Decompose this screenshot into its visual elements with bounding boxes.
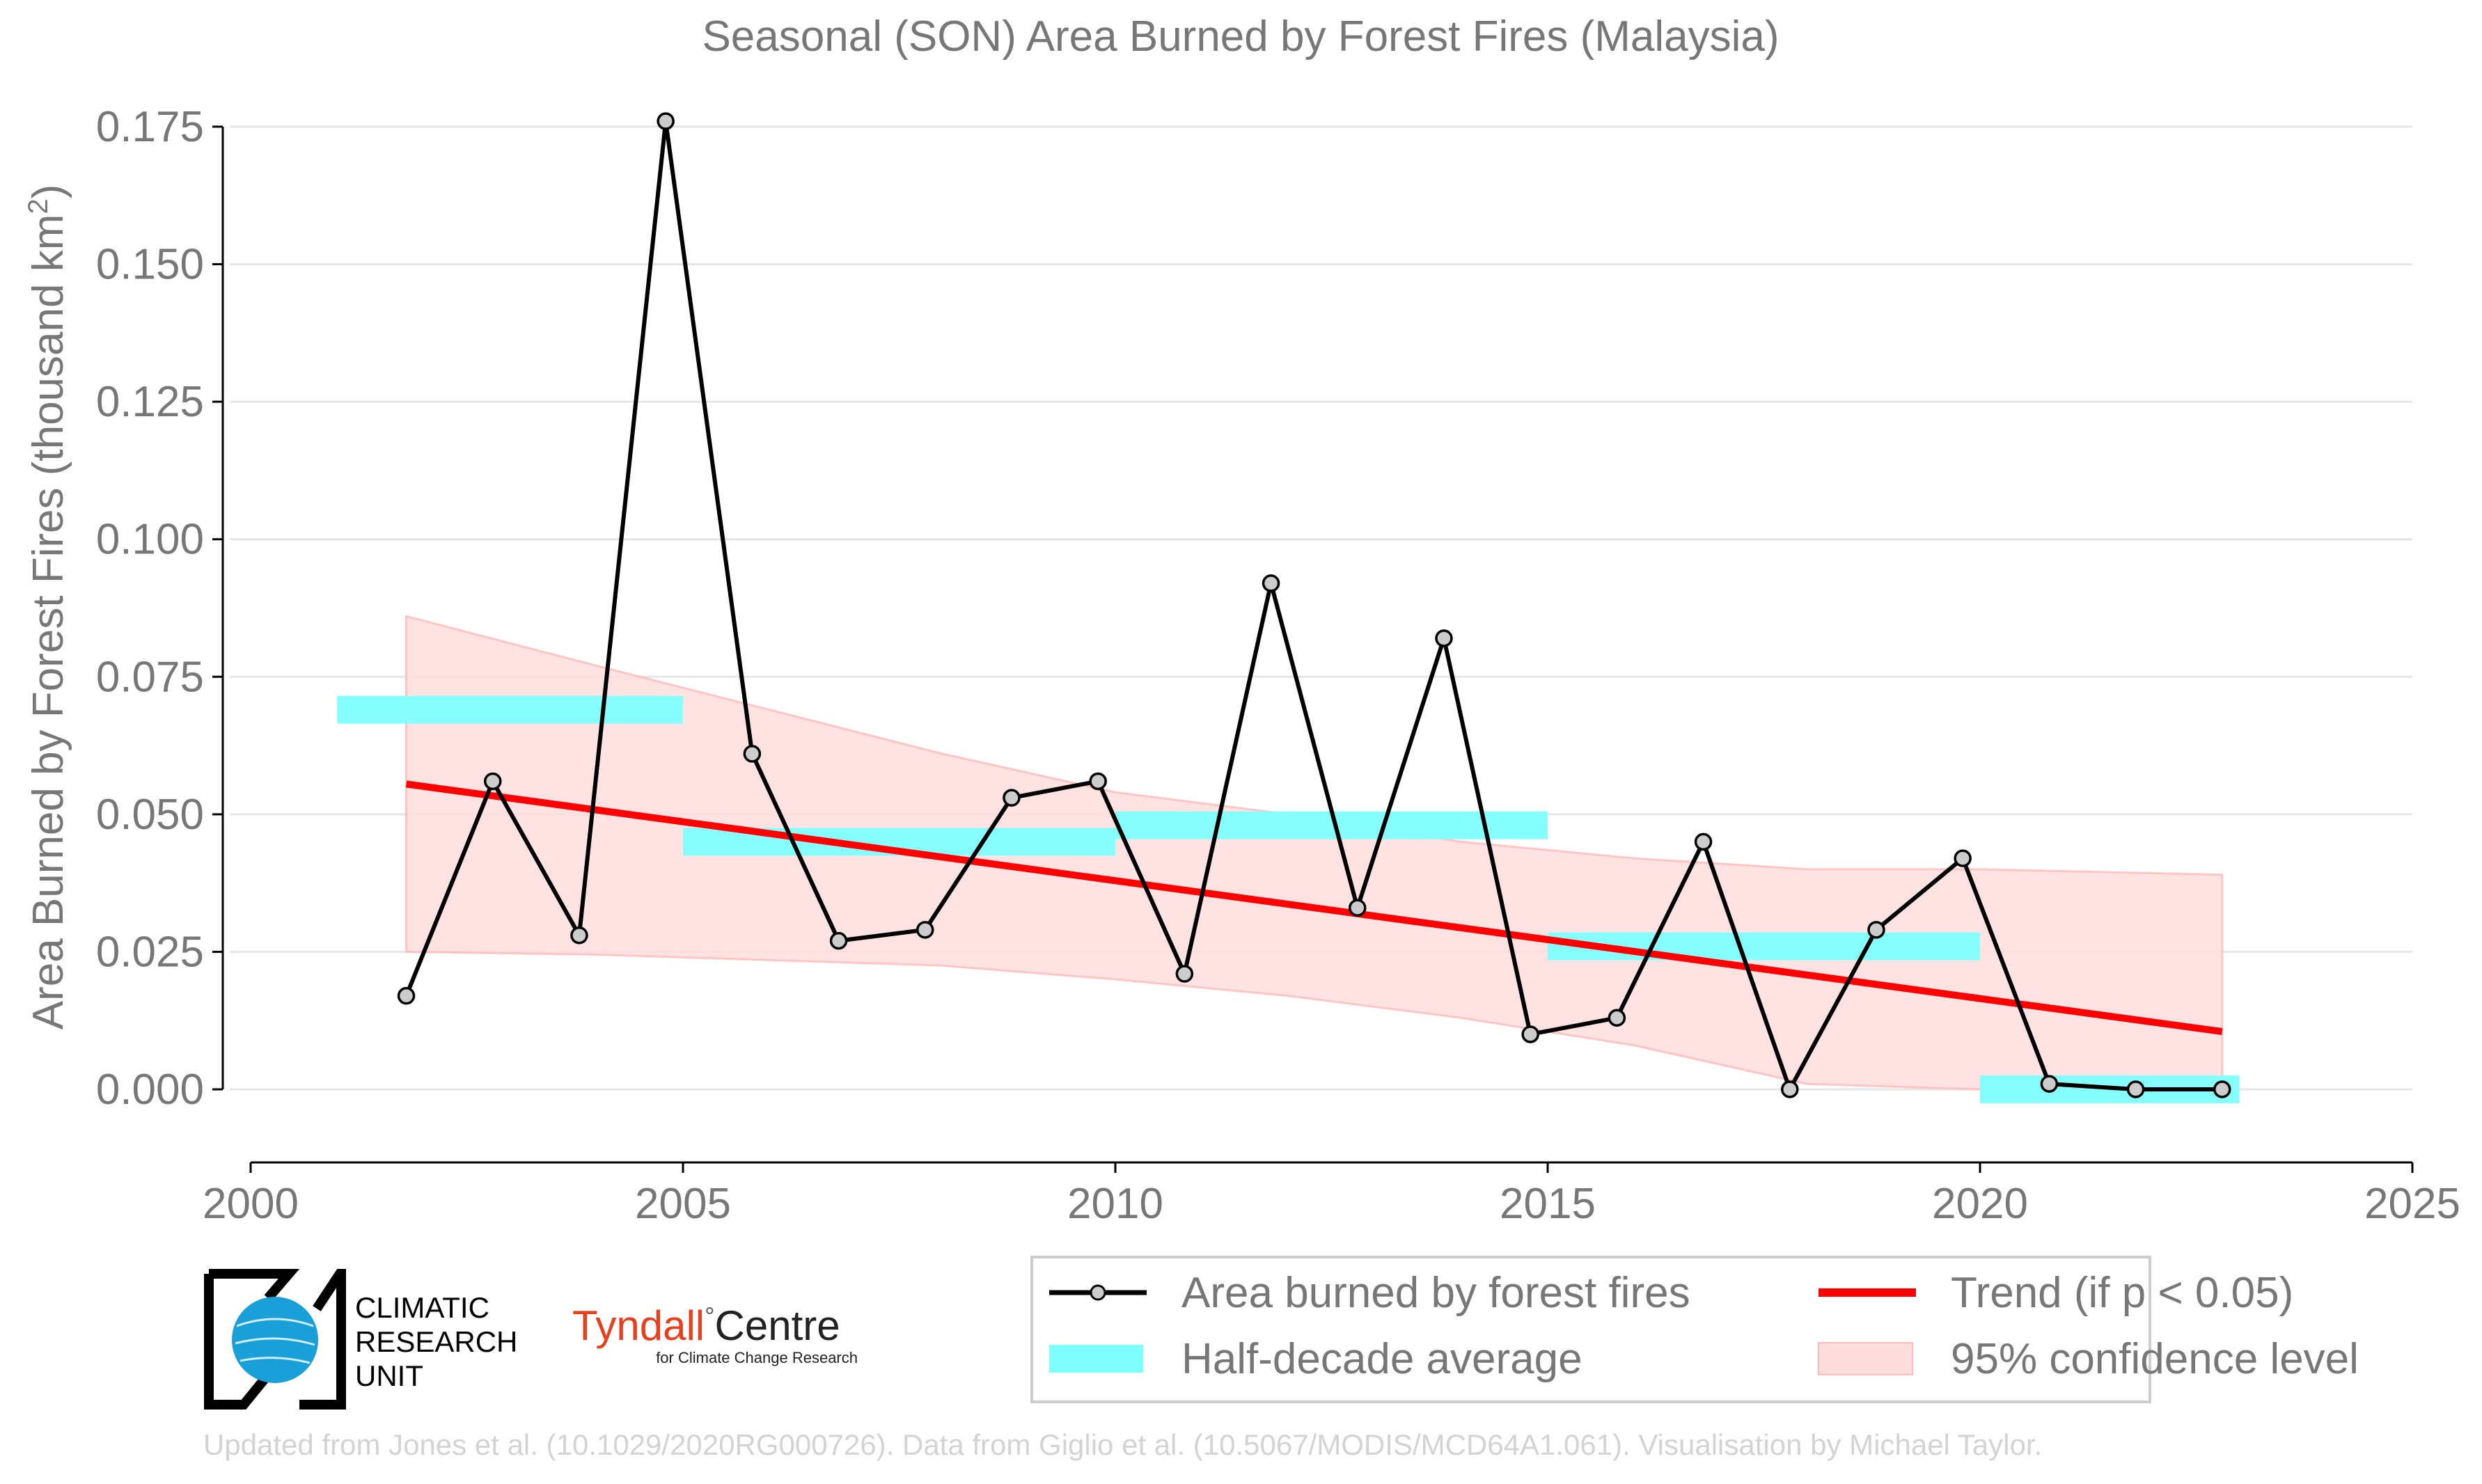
trend-line-group [405, 780, 2223, 1035]
data-point [657, 112, 675, 130]
credit-line: Updated from Jones et al. (10.1029/2020R… [203, 1428, 2042, 1461]
data-point [1349, 899, 1367, 917]
cru-text-line1: CLIMATIC [355, 1291, 489, 1324]
tyndall-degree: ° [705, 1302, 714, 1330]
data-point [829, 931, 848, 950]
data-point [743, 745, 762, 763]
y-axis-label: Area Burned by Forest Fires (thousand km… [23, 184, 72, 1030]
data-point [1521, 1025, 1539, 1043]
half-decade-bar [337, 695, 683, 724]
data-point [1694, 832, 1713, 851]
legend-label-trend: Trend (if p < 0.05) [1951, 1269, 2293, 1317]
data-point [1089, 772, 1107, 791]
x-tick-label: 2010 [1067, 1180, 1163, 1228]
data-point [1608, 1009, 1626, 1027]
legend-label-half-decade: Half-decade average [1181, 1335, 1582, 1383]
data-point [397, 986, 416, 1005]
x-tick-label: 2005 [635, 1180, 731, 1228]
tyndall-name: Tyndall [572, 1302, 705, 1349]
x-tick-label: 2020 [1932, 1180, 2028, 1228]
data-point [1175, 965, 1194, 983]
data-point [1867, 921, 1885, 939]
cru-logo-frame-top [209, 1269, 300, 1302]
legend-label-area-burned: Area burned by forest fires [1181, 1269, 1690, 1317]
confidence-band-area [405, 615, 2224, 1091]
data-point [1954, 849, 1972, 867]
y-tick-label: 0.025 [96, 928, 204, 976]
series-line [404, 119, 2222, 1091]
chart-title: Seasonal (SON) Area Burned by Forest Fir… [702, 13, 1779, 61]
legend-confidence-swatch [1818, 1342, 1913, 1375]
data-point [1262, 574, 1280, 592]
data-point [1003, 789, 1021, 807]
globe-lines [235, 1318, 315, 1364]
y-tick-label: 0.100 [96, 516, 204, 564]
data-point [570, 926, 588, 945]
legend: Area burned by forest fires Half-decade … [1030, 1256, 2359, 1403]
y-tick-label: 0.050 [96, 791, 204, 839]
y-tick-label: 0.125 [96, 378, 204, 426]
x-tick-label: 2015 [1500, 1180, 1596, 1228]
data-point [1435, 629, 1453, 647]
y-tick-label: 0.150 [96, 241, 204, 289]
data-point [2213, 1080, 2231, 1098]
trend-line [405, 780, 2223, 1035]
cru-text-line2: RESEARCH [355, 1325, 517, 1358]
tyndall-wordmark: Tyndall°Centre [572, 1302, 840, 1349]
x-tick-label: 2000 [203, 1180, 299, 1228]
legend-half-decade-swatch [1049, 1345, 1143, 1373]
x-tick-labels: 2000 2005 2010 2015 2020 2025 [203, 1180, 2460, 1228]
series-group [397, 112, 2231, 1098]
x-tick-label: 2025 [2364, 1180, 2460, 1228]
tyndall-centre: Centre [715, 1302, 840, 1349]
data-point [2040, 1075, 2059, 1093]
y-tick-label: 0.000 [96, 1066, 204, 1114]
tyndall-subtitle: for Climate Change Research [656, 1349, 858, 1366]
tyndall-logo: Tyndall°Centre for Climate Change Resear… [572, 1302, 858, 1366]
axes [212, 125, 2414, 1173]
cru-logo-frame-left [204, 1274, 272, 1410]
y-axis-label-superscript: 2 [23, 198, 54, 214]
y-tick-labels: 0.000 0.025 0.050 0.075 0.100 0.125 0.150 0.175 [96, 103, 204, 1114]
y-tick-label: 0.175 [96, 103, 204, 151]
data-point [1781, 1080, 1799, 1098]
y-tick-label: 0.075 [96, 653, 204, 701]
globe-icon [232, 1297, 318, 1383]
legend-box [1030, 1256, 2151, 1403]
confidence-band [405, 615, 2224, 1091]
data-point [916, 921, 934, 939]
cru-text-line3: UNIT [355, 1359, 423, 1392]
cru-logo-frame-right [299, 1269, 346, 1410]
legend-marker-swatch [1090, 1284, 1106, 1301]
y-axis-label-main: Area Burned by Forest Fires (thousand km [24, 214, 72, 1030]
data-point [484, 772, 502, 791]
data-point [2126, 1080, 2145, 1098]
y-axis-label-close: ) [24, 184, 72, 199]
cru-logo: CLIMATIC RESEARCH UNIT [204, 1269, 517, 1410]
legend-label-confidence: 95% confidence level [1951, 1335, 2359, 1383]
